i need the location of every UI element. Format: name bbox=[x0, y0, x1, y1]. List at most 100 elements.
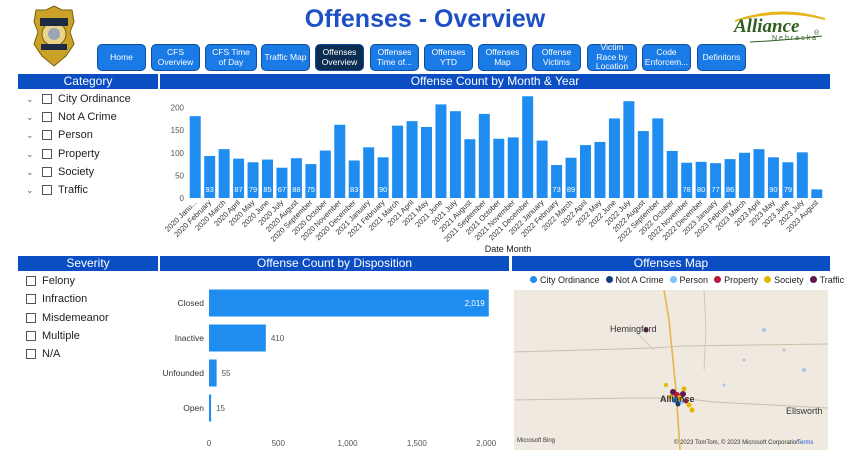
month-bar[interactable] bbox=[565, 157, 577, 198]
category-item-person[interactable]: ⌄ Person bbox=[26, 127, 93, 143]
month-bar[interactable] bbox=[811, 189, 823, 198]
month-bar[interactable] bbox=[421, 127, 432, 198]
severity-item-felony[interactable]: Felony bbox=[26, 273, 75, 289]
month-bar[interactable] bbox=[262, 159, 273, 198]
checkbox[interactable] bbox=[42, 130, 52, 140]
nav-offenses-time-button[interactable]: Offenses Time of... bbox=[370, 44, 419, 71]
nav-offenses-overview-button[interactable]: Offenses Overview bbox=[315, 44, 364, 71]
severity-item-na[interactable]: N/A bbox=[26, 346, 60, 362]
month-bar[interactable] bbox=[247, 162, 259, 198]
legend-item-person[interactable]: Person bbox=[669, 275, 708, 285]
map-point[interactable] bbox=[643, 327, 649, 333]
map-point[interactable] bbox=[681, 386, 687, 392]
offenses-map[interactable]: Hemingford Alliance Ellsworth Microsoft … bbox=[514, 290, 828, 450]
month-bar[interactable] bbox=[305, 164, 317, 198]
legend-item-property[interactable]: Property bbox=[714, 275, 758, 285]
checkbox[interactable] bbox=[26, 331, 36, 341]
map-point[interactable] bbox=[668, 394, 674, 400]
map-point[interactable] bbox=[664, 383, 668, 387]
nav-code-enforcement-button[interactable]: Code Enforcem... bbox=[642, 44, 691, 71]
disposition-bar[interactable] bbox=[209, 394, 212, 422]
month-bar[interactable] bbox=[363, 147, 375, 198]
month-bar[interactable] bbox=[204, 155, 216, 198]
legend-item-traffic[interactable]: Traffic bbox=[809, 275, 844, 285]
month-bar[interactable] bbox=[782, 162, 794, 198]
checkbox[interactable] bbox=[26, 276, 36, 286]
month-bar[interactable] bbox=[796, 152, 808, 198]
category-item-property[interactable]: ⌄ Property bbox=[26, 146, 100, 162]
chevron-down-icon[interactable]: ⌄ bbox=[26, 184, 34, 195]
map-point[interactable] bbox=[686, 402, 692, 408]
month-bar[interactable] bbox=[580, 145, 591, 198]
month-bar[interactable] bbox=[724, 159, 736, 198]
nav-definitions-button[interactable]: Definitons bbox=[697, 44, 746, 71]
map-point[interactable] bbox=[683, 398, 689, 404]
legend-item-not-a-crime[interactable]: Not A Crime bbox=[605, 275, 664, 285]
checkbox[interactable] bbox=[26, 294, 36, 304]
month-bar[interactable] bbox=[522, 96, 534, 198]
legend-item-city-ordinance[interactable]: City Ordinance bbox=[530, 275, 600, 285]
checkbox[interactable] bbox=[42, 112, 52, 122]
month-bar[interactable] bbox=[739, 152, 750, 198]
month-bar[interactable] bbox=[695, 161, 707, 198]
month-bar[interactable] bbox=[334, 124, 346, 198]
nav-traffic-map-button[interactable]: Traffic Map bbox=[261, 44, 310, 71]
month-bar[interactable] bbox=[276, 167, 288, 198]
map-point[interactable] bbox=[680, 391, 686, 397]
month-bar[interactable] bbox=[767, 157, 779, 198]
month-bar[interactable] bbox=[536, 140, 548, 198]
month-bar[interactable] bbox=[753, 149, 765, 198]
map-point[interactable] bbox=[689, 407, 695, 413]
month-bar[interactable] bbox=[652, 118, 664, 198]
month-bar[interactable] bbox=[493, 138, 505, 198]
month-bar[interactable] bbox=[464, 139, 476, 198]
month-bar[interactable] bbox=[637, 131, 649, 198]
month-bar[interactable] bbox=[551, 164, 563, 198]
month-bar[interactable] bbox=[319, 150, 331, 198]
disposition-bar[interactable] bbox=[209, 289, 489, 317]
nav-victim-race-button[interactable]: Victim Race by Location bbox=[587, 42, 637, 71]
checkbox[interactable] bbox=[42, 167, 52, 177]
checkbox[interactable] bbox=[42, 94, 52, 104]
nav-offenses-ytd-button[interactable]: Offenses YTD bbox=[424, 44, 473, 71]
month-bar[interactable] bbox=[377, 157, 389, 198]
month-bar[interactable] bbox=[435, 104, 447, 198]
legend-item-society[interactable]: Society bbox=[764, 275, 804, 285]
month-bar[interactable] bbox=[623, 101, 635, 198]
month-bar[interactable] bbox=[594, 141, 606, 198]
category-item-traffic[interactable]: ⌄ Traffic bbox=[26, 182, 88, 198]
checkbox[interactable] bbox=[42, 149, 52, 159]
chevron-down-icon[interactable]: ⌄ bbox=[26, 111, 34, 122]
chevron-down-icon[interactable]: ⌄ bbox=[26, 129, 34, 140]
nav-home-button[interactable]: Home bbox=[97, 44, 146, 71]
month-bar[interactable] bbox=[290, 158, 302, 198]
month-bar[interactable] bbox=[392, 125, 404, 198]
nav-cfs-overview-button[interactable]: CFS Overview bbox=[151, 44, 200, 71]
chevron-down-icon[interactable]: ⌄ bbox=[26, 148, 34, 159]
month-bar[interactable] bbox=[348, 160, 360, 198]
disposition-bar[interactable] bbox=[209, 324, 266, 352]
month-bar[interactable] bbox=[681, 162, 693, 198]
month-bar[interactable] bbox=[218, 149, 230, 198]
category-item-not-a-crime[interactable]: ⌄ Not A Crime bbox=[26, 109, 117, 125]
checkbox[interactable] bbox=[42, 185, 52, 195]
map-point[interactable] bbox=[675, 401, 681, 407]
map-point[interactable] bbox=[672, 397, 678, 403]
map-terms-link[interactable]: Terms bbox=[797, 440, 814, 446]
nav-offenses-map-button[interactable]: Offenses Map bbox=[478, 44, 527, 71]
nav-offense-victims-button[interactable]: Offense Victims bbox=[532, 44, 581, 71]
checkbox[interactable] bbox=[26, 313, 36, 323]
chevron-down-icon[interactable]: ⌄ bbox=[26, 93, 34, 104]
checkbox[interactable] bbox=[26, 349, 36, 359]
month-bar[interactable] bbox=[507, 137, 519, 198]
severity-item-multiple[interactable]: Multiple bbox=[26, 328, 80, 344]
month-bar[interactable] bbox=[406, 121, 418, 198]
nav-cfs-time-of-day-button[interactable]: CFS Time of Day bbox=[205, 44, 257, 71]
month-bar[interactable] bbox=[710, 163, 722, 198]
month-bar[interactable] bbox=[449, 111, 461, 198]
month-bar[interactable] bbox=[608, 118, 620, 198]
severity-item-infraction[interactable]: Infraction bbox=[26, 291, 87, 307]
severity-item-misdemeanor[interactable]: Misdemeanor bbox=[26, 310, 109, 326]
category-item-society[interactable]: ⌄ Society bbox=[26, 164, 94, 180]
chevron-down-icon[interactable]: ⌄ bbox=[26, 166, 34, 177]
